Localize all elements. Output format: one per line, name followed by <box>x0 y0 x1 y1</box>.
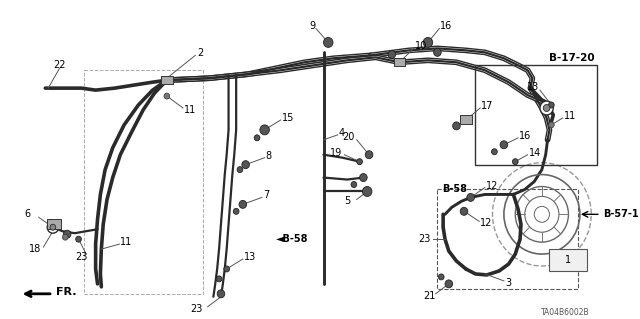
Text: 11: 11 <box>120 237 132 247</box>
Circle shape <box>237 167 243 173</box>
Circle shape <box>254 135 260 141</box>
Bar <box>460 115 472 124</box>
Text: 2: 2 <box>197 48 204 58</box>
Text: 23: 23 <box>75 252 87 262</box>
Text: 21: 21 <box>423 291 436 301</box>
Circle shape <box>543 105 550 111</box>
Circle shape <box>365 151 373 159</box>
Circle shape <box>360 174 367 182</box>
Text: 12: 12 <box>486 181 498 190</box>
Circle shape <box>548 102 554 108</box>
Circle shape <box>260 125 269 135</box>
Text: 3: 3 <box>505 278 511 288</box>
Circle shape <box>50 224 56 230</box>
Text: FR.: FR. <box>56 287 76 297</box>
Bar <box>84 70 203 294</box>
Circle shape <box>217 290 225 298</box>
Bar <box>47 219 61 229</box>
Text: 16: 16 <box>440 20 452 31</box>
Circle shape <box>351 182 356 188</box>
Text: 11: 11 <box>184 105 196 115</box>
Text: 11: 11 <box>564 111 576 121</box>
Text: 13: 13 <box>244 252 256 262</box>
Circle shape <box>540 101 553 115</box>
Circle shape <box>513 159 518 165</box>
Text: 6: 6 <box>24 209 31 219</box>
Text: 19: 19 <box>330 148 342 158</box>
Circle shape <box>239 200 246 208</box>
Circle shape <box>548 122 554 128</box>
Text: ◄B-58: ◄B-58 <box>276 234 308 244</box>
Circle shape <box>362 187 372 197</box>
Circle shape <box>467 193 474 201</box>
Text: B-17-20: B-17-20 <box>549 53 595 63</box>
Text: 15: 15 <box>282 113 294 123</box>
Bar <box>476 65 597 165</box>
Circle shape <box>234 208 239 214</box>
Text: B-58: B-58 <box>442 184 467 195</box>
Text: 7: 7 <box>263 190 269 200</box>
Text: 16: 16 <box>519 131 531 141</box>
Circle shape <box>445 280 452 288</box>
Text: 1: 1 <box>565 255 572 265</box>
Circle shape <box>460 207 468 215</box>
Text: 12: 12 <box>480 218 493 228</box>
Bar <box>161 76 173 84</box>
Text: 17: 17 <box>481 101 493 111</box>
Text: B-57-1: B-57-1 <box>603 209 638 219</box>
Text: 13: 13 <box>527 82 539 92</box>
Text: 20: 20 <box>342 132 355 142</box>
Circle shape <box>63 234 68 240</box>
Bar <box>394 58 405 66</box>
Circle shape <box>452 122 460 130</box>
Circle shape <box>438 274 444 280</box>
Circle shape <box>216 276 222 282</box>
Circle shape <box>47 221 59 233</box>
Circle shape <box>434 48 441 56</box>
Circle shape <box>63 230 71 238</box>
Text: 9: 9 <box>309 20 316 31</box>
Circle shape <box>500 141 508 149</box>
Bar <box>437 189 578 289</box>
Text: 23: 23 <box>419 234 431 244</box>
Text: TA04B6002B: TA04B6002B <box>541 308 589 317</box>
Text: 22: 22 <box>53 60 65 70</box>
Circle shape <box>356 159 362 165</box>
Text: 18: 18 <box>29 244 42 254</box>
Text: 4: 4 <box>339 128 345 138</box>
Circle shape <box>323 37 333 48</box>
Circle shape <box>388 50 396 58</box>
Text: 23: 23 <box>191 304 203 314</box>
Circle shape <box>76 236 81 242</box>
Text: 5: 5 <box>344 197 351 206</box>
Text: 14: 14 <box>529 148 541 158</box>
Circle shape <box>492 149 497 155</box>
Circle shape <box>224 266 230 272</box>
Text: 8: 8 <box>266 151 272 161</box>
Circle shape <box>242 161 250 169</box>
Circle shape <box>164 93 170 99</box>
Text: 10: 10 <box>415 41 427 51</box>
Circle shape <box>423 37 433 48</box>
Bar <box>550 249 588 271</box>
